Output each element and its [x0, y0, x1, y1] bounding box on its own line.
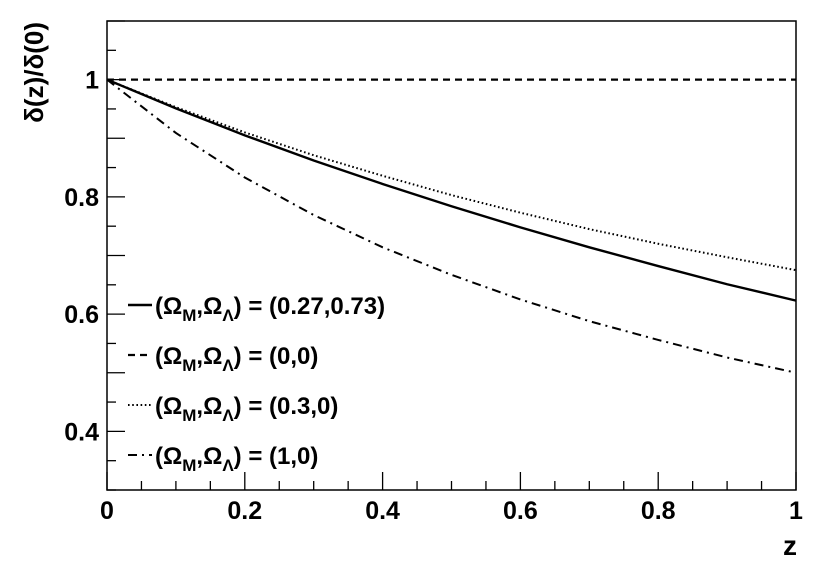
x-tick-label: 1 [789, 497, 803, 525]
legend-label: (ΩM,ΩΛ) = (1,0) [155, 443, 318, 475]
series-line-solid [106, 78, 797, 302]
axis-ticks [106, 20, 797, 491]
series-lines [106, 78, 797, 374]
legend: (ΩM,ΩΛ) = (0.27,0.73) (ΩM,ΩΛ) = (0,0) (ΩM,… [128, 293, 385, 475]
series-line-dotted [106, 78, 797, 272]
legend-label: (ΩM,ΩΛ) = (0,0) [155, 343, 318, 375]
series-line-dashdot [106, 78, 797, 374]
y-tick-label: 1 [85, 67, 99, 95]
x-tick-label: 0.6 [503, 497, 538, 525]
x-tick-label: 0.4 [365, 497, 400, 525]
x-tick-label: 0.2 [227, 497, 262, 525]
x-tick-label: 0 [100, 497, 114, 525]
y-axis-title: δ(z)/δ(0) [19, 22, 49, 123]
x-axis-title: z [783, 530, 797, 561]
tick-labels: 0 0.2 0.4 0.6 0.8 1 0.4 0.6 0.8 1 [64, 67, 803, 525]
y-tick-label: 0.8 [64, 184, 99, 212]
y-tick-label: 0.6 [64, 301, 99, 329]
y-tick-label: 0.4 [64, 418, 99, 446]
legend-label: (ΩM,ΩΛ) = (0.3,0) [155, 393, 338, 425]
x-tick-label: 0.8 [641, 497, 676, 525]
legend-label: (ΩM,ΩΛ) = (0.27,0.73) [155, 293, 385, 325]
